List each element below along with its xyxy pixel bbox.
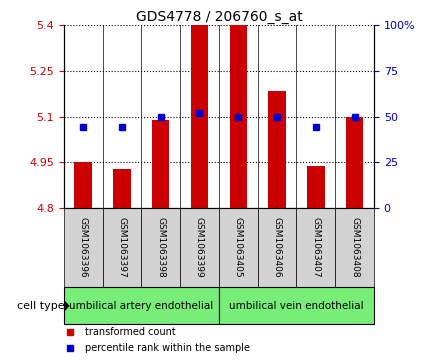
Text: percentile rank within the sample: percentile rank within the sample xyxy=(85,343,250,353)
Text: umbilical artery endothelial: umbilical artery endothelial xyxy=(69,301,213,311)
Text: GSM1063397: GSM1063397 xyxy=(117,217,126,278)
Bar xyxy=(64,208,102,287)
Bar xyxy=(102,208,141,287)
Text: cell type: cell type xyxy=(17,301,65,311)
Bar xyxy=(219,287,374,325)
Bar xyxy=(346,117,363,208)
Bar xyxy=(335,208,374,287)
Text: GSM1063398: GSM1063398 xyxy=(156,217,165,278)
Bar xyxy=(258,208,296,287)
Bar xyxy=(219,208,258,287)
Bar xyxy=(230,25,247,208)
Title: GDS4778 / 206760_s_at: GDS4778 / 206760_s_at xyxy=(136,11,302,24)
Bar xyxy=(180,208,219,287)
Text: umbilical vein endothelial: umbilical vein endothelial xyxy=(229,301,364,311)
Bar xyxy=(307,166,325,208)
Text: transformed count: transformed count xyxy=(85,327,176,337)
Text: GSM1063405: GSM1063405 xyxy=(234,217,243,278)
Text: GSM1063399: GSM1063399 xyxy=(195,217,204,278)
Bar xyxy=(64,287,219,325)
Text: GSM1063408: GSM1063408 xyxy=(350,217,359,278)
Bar xyxy=(296,208,335,287)
Polygon shape xyxy=(65,300,70,311)
Bar xyxy=(141,208,180,287)
Text: GSM1063396: GSM1063396 xyxy=(79,217,88,278)
Text: GSM1063407: GSM1063407 xyxy=(312,217,320,278)
Bar xyxy=(152,119,170,208)
Bar xyxy=(74,162,92,208)
Text: GSM1063406: GSM1063406 xyxy=(272,217,281,278)
Bar xyxy=(113,169,130,208)
Bar xyxy=(191,25,208,208)
Bar xyxy=(268,91,286,208)
